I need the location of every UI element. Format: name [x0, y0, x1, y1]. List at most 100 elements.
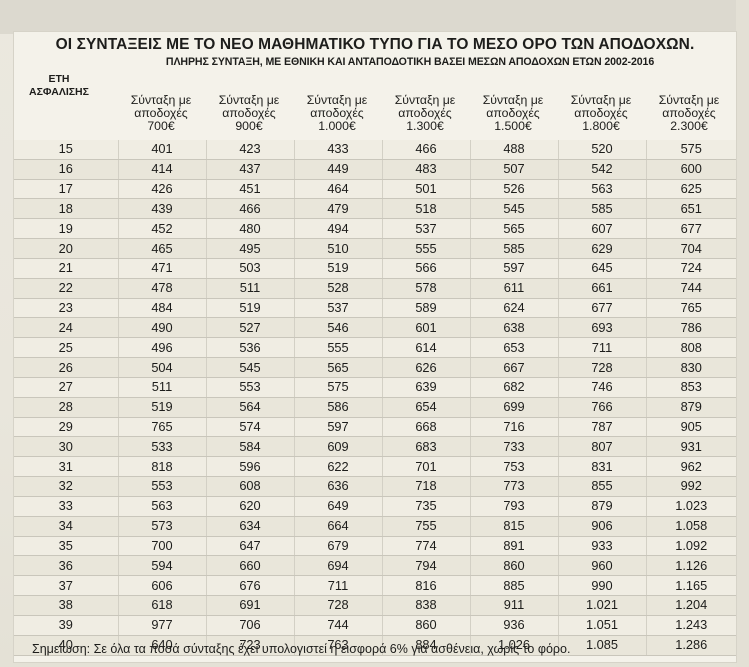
table-row: 24 490 527 546 601 638 693 786 [14, 317, 736, 339]
years-cell: 36 [14, 555, 118, 577]
pension-value-cell: 565 [293, 357, 382, 378]
pension-value-cell: 911 [469, 595, 558, 616]
pension-value-cell: 992 [645, 476, 736, 497]
years-cell: 39 [14, 615, 118, 636]
pension-value-cell: 601 [381, 317, 470, 339]
table-row: 26 504 545 565 626 667 728 830 [14, 357, 736, 378]
pension-value-cell: 585 [557, 198, 646, 220]
pension-value-cell: 645 [557, 258, 646, 279]
pension-value-cell: 638 [469, 317, 558, 339]
pension-value-cell: 574 [205, 417, 294, 438]
table-row: 23 484 519 537 589 624 677 765 [14, 298, 736, 319]
years-cell: 24 [14, 317, 118, 339]
pension-value-cell: 564 [205, 397, 294, 418]
years-cell: 15 [14, 140, 118, 160]
column-header: Σύνταξη με αποδοχές 1.000€ [294, 94, 380, 133]
pension-value-cell: 962 [645, 456, 736, 478]
pension-value-cell: 931 [645, 436, 736, 458]
pension-value-cell: 885 [469, 575, 558, 597]
pension-value-cell: 735 [381, 496, 470, 517]
pension-value-cell: 639 [381, 377, 470, 398]
pension-value-cell: 891 [469, 536, 558, 557]
pension-value-cell: 501 [381, 179, 470, 200]
pension-value-cell: 936 [469, 615, 558, 636]
years-cell: 27 [14, 377, 118, 398]
page-top-strip [0, 0, 749, 34]
pension-value-cell: 566 [381, 258, 470, 279]
pension-value-cell: 677 [645, 218, 736, 240]
pension-value-cell: 706 [205, 615, 294, 636]
pension-value-cell: 977 [117, 615, 206, 636]
pension-value-cell: 527 [205, 317, 294, 339]
table-row: 19 452 480 494 537 565 607 677 [14, 218, 736, 240]
pension-value-cell: 753 [469, 456, 558, 478]
years-cell: 38 [14, 595, 118, 616]
column-header-line2: αποδοχές [398, 106, 452, 120]
column-header: Σύνταξη με αποδοχές 2.300€ [646, 94, 732, 133]
years-cell: 18 [14, 198, 118, 220]
years-cell: 35 [14, 536, 118, 557]
pension-value-cell: 503 [205, 258, 294, 279]
years-cell: 28 [14, 397, 118, 418]
pension-value-cell: 626 [381, 357, 470, 378]
pension-value-cell: 589 [381, 298, 470, 319]
pension-value-cell: 611 [469, 278, 558, 299]
pension-value-cell: 511 [117, 377, 206, 398]
pension-value-cell: 700 [117, 536, 206, 557]
years-cell: 23 [14, 298, 118, 319]
pension-value-cell: 860 [469, 555, 558, 577]
pension-value-cell: 838 [381, 595, 470, 616]
pension-value-cell: 679 [293, 536, 382, 557]
pension-value-cell: 629 [557, 238, 646, 259]
column-header: Σύνταξη με αποδοχές 1.300€ [382, 94, 468, 133]
pension-value-cell: 711 [293, 575, 382, 597]
pension-value-cell: 624 [469, 298, 558, 319]
pension-value-cell: 600 [645, 159, 736, 180]
pension-value-cell: 452 [117, 218, 206, 240]
column-header-line3: 1.800€ [582, 119, 620, 133]
pension-value-cell: 414 [117, 159, 206, 180]
pension-value-cell: 884 [381, 635, 470, 656]
pension-value-cell: 575 [645, 140, 736, 160]
pension-value-cell: 528 [293, 278, 382, 299]
pension-value-cell: 763 [293, 635, 382, 656]
table-row: 33 563 620 649 735 793 879 1.023 [14, 496, 736, 517]
years-header-line2: ΑΣΦΑΛΙΣΗΣ [29, 86, 89, 98]
column-header: Σύνταξη με αποδοχές 1.500€ [470, 94, 556, 133]
pension-value-cell: 860 [381, 615, 470, 636]
pension-value-cell: 906 [557, 516, 646, 537]
pension-value-cell: 464 [293, 179, 382, 200]
pension-value-cell: 651 [645, 198, 736, 220]
pension-value-cell: 585 [469, 238, 558, 259]
pension-value-cell: 584 [205, 436, 294, 458]
pension-value-cell: 879 [557, 496, 646, 517]
column-header-line2: αποδοχές [310, 106, 364, 120]
pension-value-cell: 879 [645, 397, 736, 418]
pension-value-cell: 536 [205, 337, 294, 359]
pension-value-cell: 808 [645, 337, 736, 359]
pension-value-cell: 542 [557, 159, 646, 180]
years-cell: 33 [14, 496, 118, 517]
years-cell: 26 [14, 357, 118, 378]
table-row: 38 618 691 728 838 911 1.021 1.204 [14, 595, 736, 616]
pension-value-cell: 830 [645, 357, 736, 378]
table-row: 15 401 423 433 466 488 520 575 [14, 140, 736, 160]
pension-value-cell: 744 [645, 278, 736, 299]
pension-value-cell: 704 [645, 238, 736, 259]
column-header-line2: αποδοχές [662, 106, 716, 120]
years-cell: 34 [14, 516, 118, 537]
column-header-line2: αποδοχές [574, 106, 628, 120]
pension-value-cell: 563 [557, 179, 646, 200]
pension-value-cell: 667 [469, 357, 558, 378]
table-row: 31 818 596 622 701 753 831 962 [14, 456, 736, 478]
pension-value-cell: 518 [381, 198, 470, 220]
column-header-line3: 700€ [147, 119, 175, 133]
pension-value-cell: 526 [469, 179, 558, 200]
pension-value-cell: 787 [557, 417, 646, 438]
pension-value-cell: 578 [381, 278, 470, 299]
pension-value-cell: 1.058 [645, 516, 736, 537]
pension-value-cell: 466 [205, 198, 294, 220]
pension-value-cell: 744 [293, 615, 382, 636]
pension-value-cell: 807 [557, 436, 646, 458]
pension-value-cell: 1.126 [645, 555, 736, 577]
